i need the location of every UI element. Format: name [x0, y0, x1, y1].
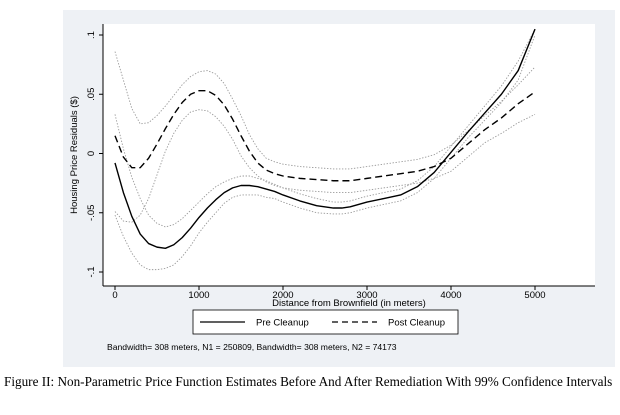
y-tick-label: -.05 — [86, 205, 97, 221]
x-tick-label: 2000 — [272, 290, 293, 301]
chart-note: Bandwidth= 308 meters, N1 = 250809, Band… — [107, 342, 397, 352]
y-tick-label: -.1 — [86, 266, 97, 277]
y-tick-label: 0 — [86, 151, 97, 156]
series-line-pre-cleanup — [114, 28, 536, 249]
chart: 0 1000 2000 3000 4000 5000 -.1 -.05 0 .05 .1 Dist… — [69, 24, 595, 352]
y-axis-label: Housing Price Residuals ($) — [69, 96, 80, 214]
x-axis-label: Distance from Brownfield (in meters) — [272, 298, 426, 309]
series-line-post-cleanup — [114, 90, 536, 182]
y-tick-label: .05 — [86, 88, 97, 101]
y-ticks: -.1 -.05 0 .05 .1 — [86, 31, 103, 278]
series-lines — [114, 28, 536, 249]
x-ticks: 0 1000 2000 3000 4000 5000 — [112, 286, 546, 301]
ci-band-post-upper — [114, 51, 536, 170]
legend-label-pre-cleanup: Pre Cleanup — [256, 318, 309, 329]
figure-caption: Figure II: Non-Parametric Price Function… — [4, 374, 613, 389]
legend: Pre Cleanup Post Cleanup — [192, 309, 459, 335]
x-tick-label: 5000 — [524, 290, 545, 301]
figure-panel: 0 1000 2000 3000 4000 5000 -.1 -.05 0 .05 .1 Dist… — [63, 10, 615, 367]
plot-area — [103, 24, 595, 286]
x-tick-label: 4000 — [440, 290, 461, 301]
ci-band-post-lower — [114, 109, 536, 223]
x-tick-label: 1000 — [188, 290, 209, 301]
x-tick-label: 0 — [112, 290, 117, 301]
legend-label-post-cleanup: Post Cleanup — [388, 318, 445, 329]
x-tick-label: 3000 — [356, 290, 377, 301]
y-tick-label: .1 — [86, 31, 97, 39]
ci-band-pre-lower — [114, 34, 536, 271]
